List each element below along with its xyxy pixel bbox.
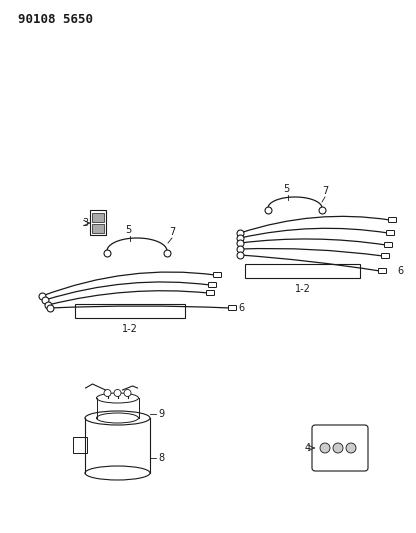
Bar	[92, 224, 104, 233]
Text: 5: 5	[125, 225, 131, 235]
Text: 1-2: 1-2	[295, 284, 310, 294]
Bar	[245, 264, 360, 278]
FancyBboxPatch shape	[381, 254, 389, 259]
Circle shape	[333, 443, 343, 453]
FancyBboxPatch shape	[384, 243, 393, 247]
Circle shape	[124, 390, 131, 397]
Ellipse shape	[97, 393, 139, 403]
Circle shape	[346, 443, 356, 453]
Text: 9: 9	[158, 409, 164, 419]
FancyBboxPatch shape	[379, 269, 386, 273]
Text: 6: 6	[238, 303, 244, 313]
Bar	[73, 437, 87, 453]
Text: 7: 7	[322, 186, 328, 196]
Text: 5: 5	[283, 184, 289, 194]
Bar	[75, 304, 185, 318]
Ellipse shape	[97, 413, 139, 423]
Circle shape	[104, 390, 111, 397]
Circle shape	[320, 443, 330, 453]
Ellipse shape	[85, 411, 150, 425]
Ellipse shape	[85, 466, 150, 480]
FancyBboxPatch shape	[213, 272, 221, 278]
FancyBboxPatch shape	[206, 290, 215, 295]
FancyBboxPatch shape	[312, 425, 368, 471]
Text: 6: 6	[397, 266, 403, 276]
Text: 8: 8	[158, 453, 164, 463]
Text: 1-2: 1-2	[122, 324, 138, 334]
Text: 3: 3	[82, 218, 88, 228]
FancyBboxPatch shape	[228, 305, 237, 311]
Circle shape	[114, 390, 121, 397]
Text: 7: 7	[169, 227, 175, 237]
Bar	[90, 210, 106, 235]
FancyBboxPatch shape	[386, 230, 394, 236]
Text: 90108 5650: 90108 5650	[18, 13, 93, 26]
FancyBboxPatch shape	[208, 282, 216, 287]
Text: 4: 4	[305, 443, 311, 453]
Bar	[92, 213, 104, 222]
FancyBboxPatch shape	[389, 217, 396, 222]
